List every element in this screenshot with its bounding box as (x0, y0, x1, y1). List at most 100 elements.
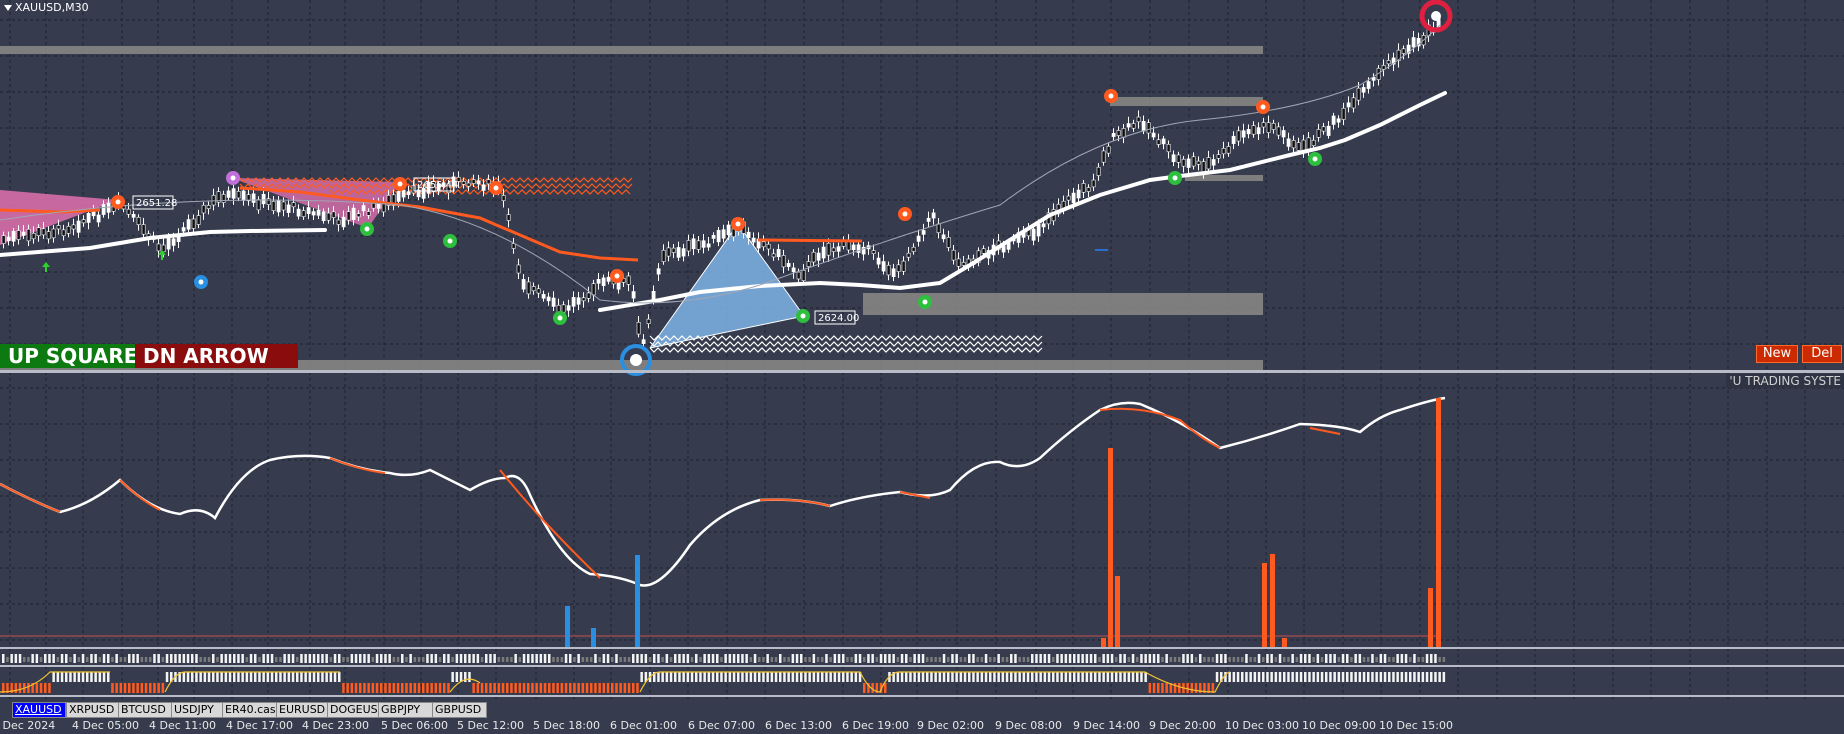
candle-body (131, 214, 136, 218)
strip-tick (535, 654, 538, 663)
strip-tick (669, 657, 673, 662)
strip-tick (350, 683, 354, 693)
strip-tick (682, 672, 685, 682)
strip-tick (858, 672, 862, 682)
strip-tick (1056, 672, 1059, 682)
strip-tick (1186, 654, 1189, 663)
del-button[interactable]: Del (1802, 345, 1842, 363)
candle-body (366, 211, 371, 216)
strip-tick (115, 683, 118, 693)
time-axis-label: 6 Dec 07:00 (688, 719, 755, 732)
up-square-label[interactable]: UP SQUARE (0, 344, 136, 368)
candle-body (276, 200, 281, 213)
strip-tick (1199, 683, 1202, 693)
candle-body (61, 229, 66, 237)
strip-separator (0, 695, 1844, 697)
strip-tick (1203, 657, 1206, 662)
candle-body (1346, 102, 1351, 108)
strip-tick (1026, 657, 1030, 662)
strip-tick (917, 672, 921, 682)
strip-tick (632, 654, 635, 663)
candle-body (331, 211, 336, 218)
strip-tick (1434, 654, 1437, 663)
candle-body (946, 237, 951, 248)
strip-tick (405, 657, 408, 662)
strip-tick (594, 654, 597, 663)
strip-tick (107, 654, 110, 663)
strip-tick (1257, 672, 1261, 682)
signal-strip-2 (2, 672, 1446, 693)
strip-tick (875, 683, 879, 693)
strip-tick (1413, 654, 1416, 663)
time-axis-label: 5 Dec 06:00 (381, 719, 448, 732)
strip-tick (1291, 672, 1294, 682)
collapse-triangle-icon[interactable] (4, 5, 12, 11)
strip-tick (527, 654, 530, 663)
symbol-tab-gbpusd[interactable]: GBPUSD (432, 702, 487, 718)
symbol-tab-dogeusd[interactable]: DOGEUSD (327, 702, 380, 718)
strip-tick (695, 654, 698, 663)
strip-tick (934, 672, 937, 682)
candle-body (511, 243, 516, 249)
strip-tick (56, 672, 60, 682)
strip-tick (812, 672, 816, 682)
strip-tick (774, 657, 778, 662)
strip-tick (136, 683, 139, 693)
strip-tick (1043, 654, 1047, 663)
strip-tick (312, 654, 316, 663)
strip-tick (1409, 672, 1412, 682)
strip-tick (1123, 672, 1126, 682)
candle-body (1276, 126, 1281, 136)
strip-tick (438, 657, 442, 662)
strip-separator (0, 647, 1844, 649)
strip-tick (741, 654, 744, 663)
symbol-tab-xrpusd[interactable]: XRPUSD (66, 702, 120, 718)
symbol-tab-eurusd[interactable]: EURUSD (276, 702, 329, 718)
candle-body (436, 183, 441, 191)
strip-tick (111, 683, 114, 693)
symbol-tab-xauusd[interactable]: XAUUSD (12, 702, 66, 718)
strip-tick (1098, 672, 1101, 682)
candle-body (1041, 223, 1046, 228)
strip-tick (497, 657, 501, 662)
strip-tick (6, 683, 9, 693)
candle-body (721, 229, 726, 239)
strip-tick (1173, 683, 1177, 693)
strip-tick (35, 654, 39, 663)
strip-tick (627, 657, 631, 662)
new-button[interactable]: New (1756, 345, 1798, 363)
strip-tick (258, 672, 261, 682)
strip-tick (14, 683, 18, 693)
symbol-tab-gbpjpy[interactable]: GBPJPY (378, 702, 434, 718)
strip-tick (716, 672, 719, 682)
symbol-tab-btcusd[interactable]: BTCUSD (118, 702, 172, 718)
candle-body (541, 294, 546, 299)
symbol-tab-usdjpy[interactable]: USDJPY (171, 702, 224, 718)
candle-body (806, 261, 811, 267)
red-target-center (1431, 11, 1441, 21)
strip-tick (77, 672, 81, 682)
strip-tick (1047, 654, 1051, 663)
strip-tick (804, 657, 807, 662)
strip-tick (1278, 654, 1282, 663)
strip-tick (1354, 654, 1357, 663)
histogram-bar (1282, 638, 1287, 648)
dn-arrow-label[interactable]: DN ARROW (135, 344, 298, 368)
strip-tick (287, 672, 291, 682)
strip-tick (207, 657, 211, 662)
strip-tick (140, 683, 144, 693)
candle-body (1331, 115, 1336, 125)
symbol-tab-er40cash[interactable]: ER40.cash (222, 702, 278, 718)
candle-body (1286, 138, 1291, 147)
strip-tick (23, 657, 26, 662)
strip-tick (569, 654, 572, 663)
strip-tick (451, 657, 454, 662)
candle-body (341, 216, 346, 228)
candle-body (16, 230, 21, 240)
strip-tick (1140, 654, 1143, 663)
candle-body (301, 210, 306, 217)
candle-body (31, 232, 36, 240)
time-axis-label: 6 Dec 13:00 (765, 719, 832, 732)
candle-body (1176, 154, 1181, 163)
